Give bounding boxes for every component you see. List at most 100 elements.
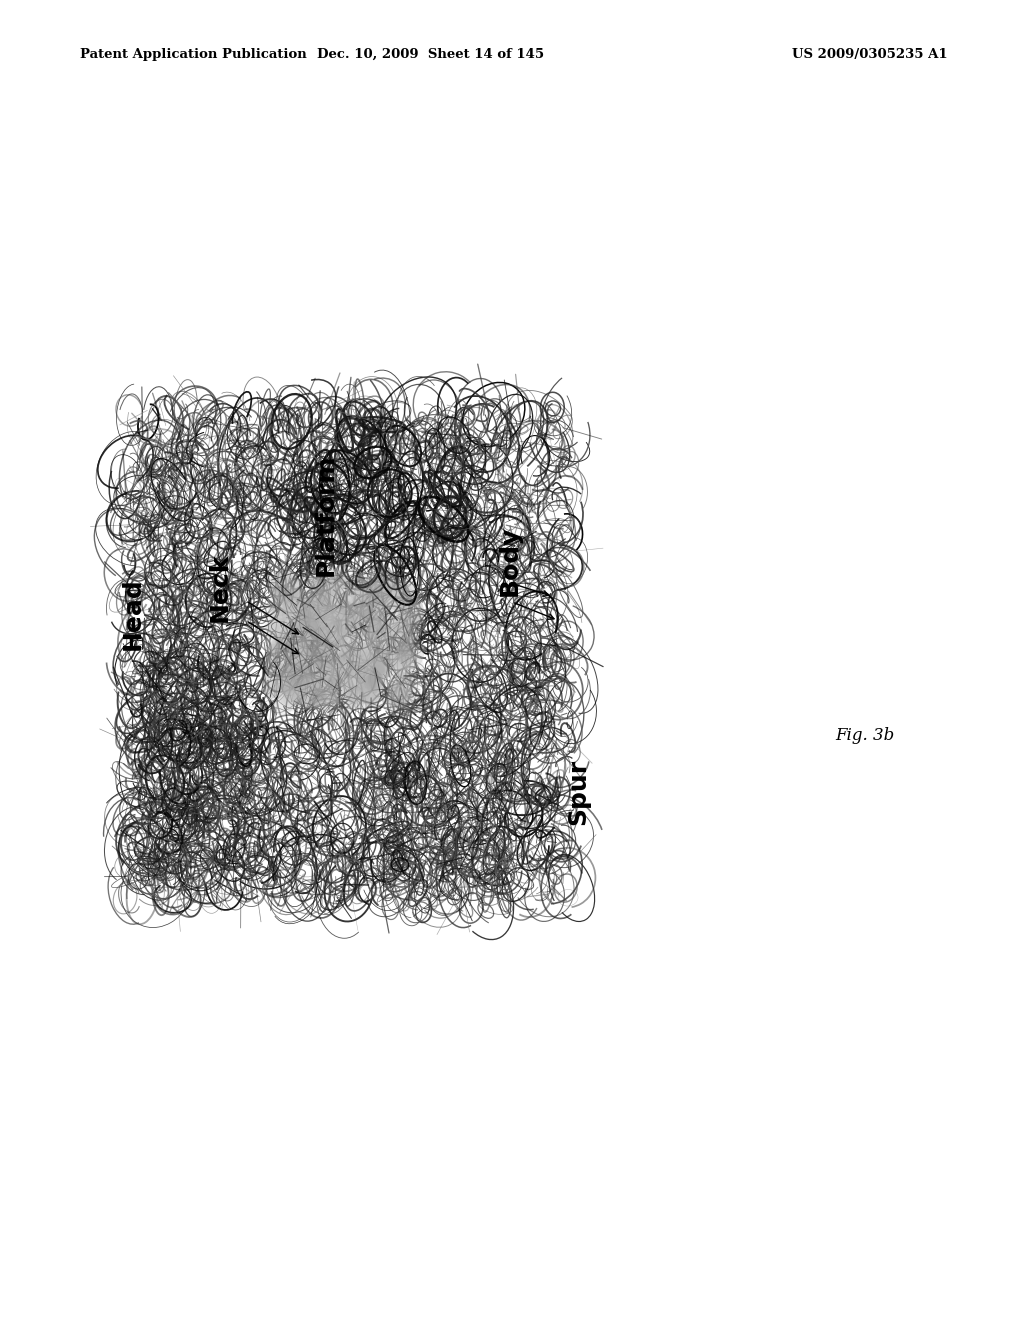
Circle shape xyxy=(270,638,285,656)
Circle shape xyxy=(355,599,374,624)
Circle shape xyxy=(373,602,403,642)
Circle shape xyxy=(316,589,329,603)
Circle shape xyxy=(321,627,341,653)
Circle shape xyxy=(344,671,372,705)
Text: Platform: Platform xyxy=(313,454,338,576)
Circle shape xyxy=(378,667,391,684)
Circle shape xyxy=(288,586,309,614)
Circle shape xyxy=(318,661,336,684)
Circle shape xyxy=(288,652,298,665)
Circle shape xyxy=(314,579,323,591)
Circle shape xyxy=(341,628,358,649)
Circle shape xyxy=(325,612,329,618)
Circle shape xyxy=(303,675,310,684)
Circle shape xyxy=(270,569,299,606)
Circle shape xyxy=(333,610,359,644)
Circle shape xyxy=(368,669,379,684)
Circle shape xyxy=(374,655,392,678)
Circle shape xyxy=(290,685,312,714)
Circle shape xyxy=(397,585,419,611)
Circle shape xyxy=(274,615,304,655)
Circle shape xyxy=(349,627,362,644)
Circle shape xyxy=(282,597,308,631)
Circle shape xyxy=(289,686,296,696)
Circle shape xyxy=(358,665,373,685)
Circle shape xyxy=(337,606,360,636)
Circle shape xyxy=(281,631,286,638)
Circle shape xyxy=(305,638,325,663)
Circle shape xyxy=(316,614,332,634)
Circle shape xyxy=(367,622,394,657)
Text: Patent Application Publication: Patent Application Publication xyxy=(80,48,306,61)
Circle shape xyxy=(299,611,314,631)
Circle shape xyxy=(406,673,415,685)
Circle shape xyxy=(316,573,332,591)
Circle shape xyxy=(332,636,345,653)
Circle shape xyxy=(306,611,331,643)
Circle shape xyxy=(367,594,389,623)
Circle shape xyxy=(268,570,295,605)
Circle shape xyxy=(319,660,336,681)
Circle shape xyxy=(365,689,376,704)
Circle shape xyxy=(366,618,377,632)
Circle shape xyxy=(357,628,366,639)
Circle shape xyxy=(350,649,373,677)
Circle shape xyxy=(304,594,333,632)
Circle shape xyxy=(270,606,275,612)
Circle shape xyxy=(362,640,372,652)
Circle shape xyxy=(350,665,355,672)
Circle shape xyxy=(371,649,390,676)
Circle shape xyxy=(266,653,279,669)
Circle shape xyxy=(316,648,342,681)
Circle shape xyxy=(273,661,279,669)
Circle shape xyxy=(386,652,414,688)
Circle shape xyxy=(331,586,341,599)
Circle shape xyxy=(367,673,382,693)
Circle shape xyxy=(400,642,414,659)
Circle shape xyxy=(386,632,415,669)
Circle shape xyxy=(276,616,300,645)
Circle shape xyxy=(347,653,367,680)
Circle shape xyxy=(384,634,408,663)
Circle shape xyxy=(330,667,335,675)
Circle shape xyxy=(301,628,331,667)
Circle shape xyxy=(308,627,338,665)
Text: Fig. 3b: Fig. 3b xyxy=(836,727,895,743)
Circle shape xyxy=(366,576,389,607)
Circle shape xyxy=(398,620,411,636)
Circle shape xyxy=(343,652,348,659)
Circle shape xyxy=(297,652,302,660)
Text: Spur: Spur xyxy=(566,759,591,825)
Circle shape xyxy=(282,591,309,627)
Circle shape xyxy=(375,598,379,603)
Circle shape xyxy=(338,638,360,667)
Circle shape xyxy=(308,605,324,624)
Circle shape xyxy=(381,570,404,601)
Circle shape xyxy=(371,652,380,664)
Circle shape xyxy=(282,566,298,589)
Circle shape xyxy=(328,655,352,686)
Circle shape xyxy=(289,610,317,647)
Circle shape xyxy=(266,573,283,594)
Circle shape xyxy=(299,590,328,627)
Circle shape xyxy=(330,566,348,590)
Circle shape xyxy=(355,642,368,657)
Circle shape xyxy=(331,668,344,685)
Circle shape xyxy=(341,573,369,609)
Circle shape xyxy=(342,579,346,585)
Circle shape xyxy=(404,611,421,632)
Circle shape xyxy=(272,594,289,616)
Circle shape xyxy=(310,560,340,598)
Circle shape xyxy=(305,573,311,581)
Circle shape xyxy=(274,565,292,587)
Circle shape xyxy=(336,676,344,686)
Circle shape xyxy=(285,688,290,694)
Circle shape xyxy=(319,577,348,614)
Circle shape xyxy=(275,671,293,693)
Circle shape xyxy=(296,653,312,675)
Circle shape xyxy=(352,649,360,659)
Circle shape xyxy=(347,631,352,639)
Circle shape xyxy=(275,572,300,603)
Circle shape xyxy=(313,626,329,645)
Circle shape xyxy=(335,616,364,653)
